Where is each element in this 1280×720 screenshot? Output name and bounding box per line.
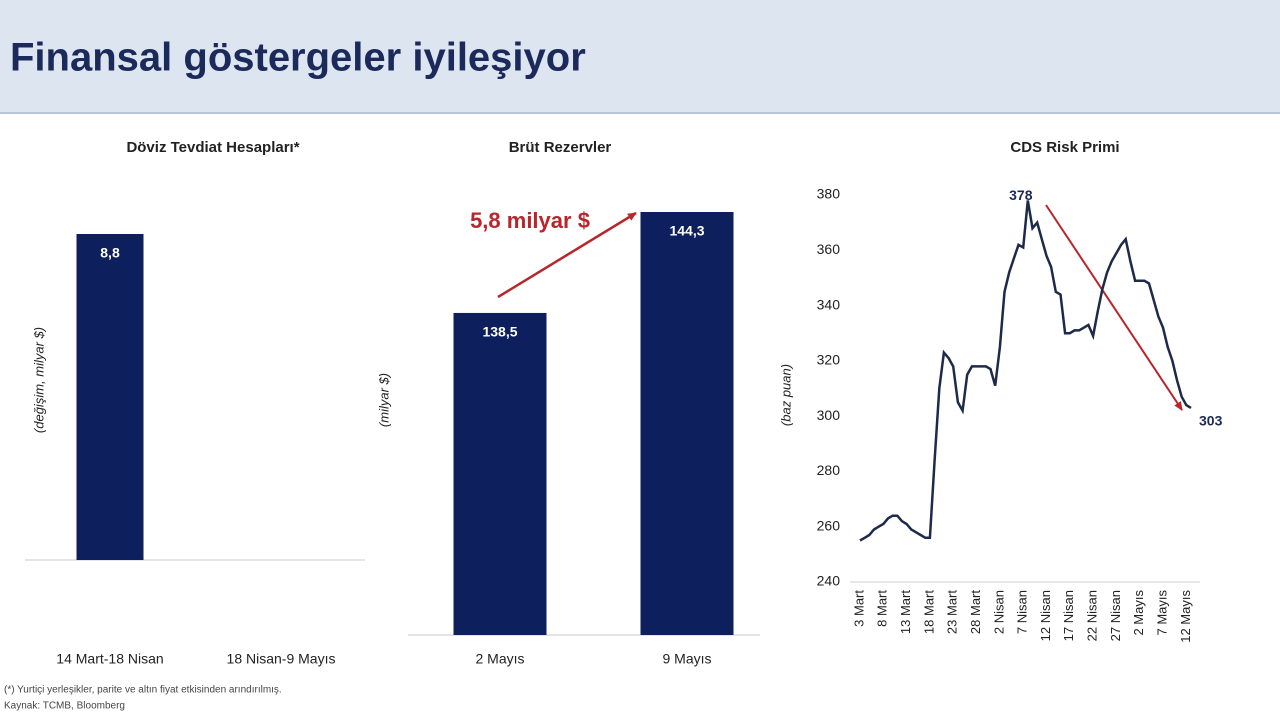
y-tick-label: 380	[817, 186, 841, 202]
x-tick-label: 9 Mayıs	[662, 651, 711, 667]
line	[859, 200, 1192, 542]
value-label: 8,8	[100, 245, 120, 261]
y-tick-label: 300	[817, 407, 841, 423]
y-tick-label: 240	[817, 573, 841, 589]
value-label: -1,7	[269, 535, 293, 551]
footnote: (*) Yurtiçi yerleşikler, parite ve altın…	[4, 685, 282, 696]
x-tick-label: 8 Mart	[875, 590, 890, 627]
x-tick-label: 2 Mayıs	[1131, 590, 1146, 636]
annotation: 5,8 milyar $	[470, 208, 590, 233]
y-tick-label: 360	[817, 241, 841, 257]
y-tick-label: 320	[817, 352, 841, 368]
x-tick-label: 2 Nisan	[991, 590, 1006, 634]
x-tick-label: 2 Mayıs	[475, 651, 524, 667]
y-tick-label: 340	[817, 296, 841, 312]
chart-title: CDS Risk Primi	[1010, 139, 1119, 156]
chart-title: Brüt Rezervler	[509, 139, 612, 156]
value-label: 144,3	[669, 223, 704, 239]
x-tick-label: 27 Nisan	[1108, 590, 1123, 641]
y-axis-label: (baz puan)	[778, 364, 793, 426]
x-tick-label: 12 Nisan	[1038, 590, 1053, 641]
chart-title: Döviz Tevdiat Hesapları*	[126, 139, 299, 156]
bar	[640, 212, 734, 635]
y-axis-label: (değişim, milyar $)	[31, 327, 46, 433]
value-label: 138,5	[482, 324, 517, 340]
bar	[453, 312, 547, 635]
x-tick-label: 17 Nisan	[1061, 590, 1076, 641]
x-tick-label: 3 Mart	[851, 590, 866, 627]
value-label: 303	[1199, 413, 1223, 429]
y-axis-label: (milyar $)	[376, 373, 391, 427]
x-tick-label: 12 Mayıs	[1178, 590, 1193, 643]
x-tick-label: 7 Nisan	[1015, 590, 1030, 634]
footnote: Kaynak: TCMB, Bloomberg	[4, 701, 125, 712]
x-tick-label: 14 Mart-18 Nisan	[56, 651, 163, 667]
x-tick-label: 23 Mart	[945, 590, 960, 634]
y-tick-label: 260	[817, 517, 841, 533]
header-band	[0, 0, 1280, 113]
x-tick-label: 18 Nisan-9 Mayıs	[227, 651, 336, 667]
x-tick-label: 13 Mart	[898, 590, 913, 634]
y-tick-label: 280	[817, 462, 841, 478]
value-label: 378	[1009, 187, 1033, 203]
x-tick-label: 18 Mart	[921, 590, 936, 634]
x-tick-label: 22 Nisan	[1085, 590, 1100, 641]
slide-title: Finansal göstergeler iyileşiyor	[10, 36, 586, 80]
arrow	[1045, 204, 1183, 411]
x-tick-label: 7 Mayıs	[1154, 590, 1169, 636]
bar	[76, 234, 144, 560]
x-tick-label: 28 Mart	[968, 590, 983, 634]
arrow	[497, 211, 637, 299]
